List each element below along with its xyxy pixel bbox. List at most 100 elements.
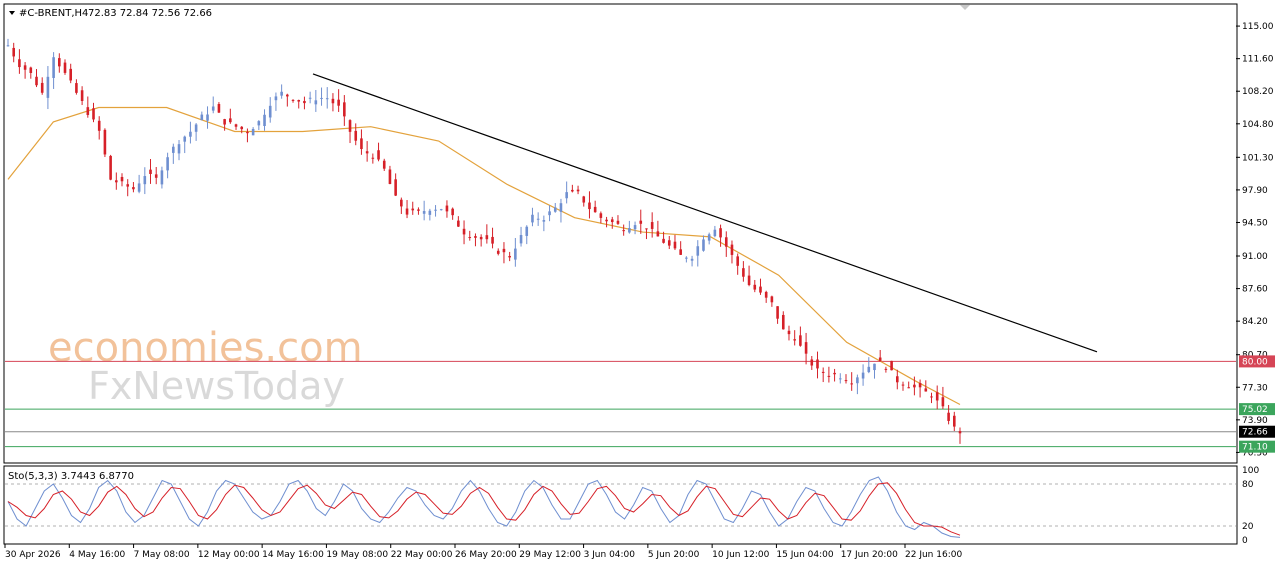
candle-body [833, 372, 836, 375]
y-tick-label: 91.00 [1242, 252, 1268, 262]
candle-body [80, 90, 84, 101]
candle-body [736, 256, 739, 266]
candle-body [713, 229, 717, 237]
candle-body [35, 76, 38, 86]
candle-body [605, 219, 608, 222]
candle-body [257, 121, 261, 126]
y-tick-label: 87.60 [1242, 285, 1268, 295]
x-tick-label: 17 Jun 20:00 [841, 550, 898, 560]
candle-body [599, 213, 603, 218]
price-level-labels: 80.00 75.02 72.66 71.10 [1239, 355, 1275, 453]
candle-body [759, 286, 762, 293]
candle-body [588, 202, 591, 210]
oscillator-label: Sto(5,3,3) 3.7443 6.8770 [8, 471, 134, 482]
candle-body [844, 380, 848, 382]
candle-body [576, 189, 580, 192]
candle-body [770, 296, 774, 303]
candle-body [667, 240, 671, 246]
candle-body [382, 160, 386, 169]
candle-body [348, 120, 352, 132]
x-tick-label: 10 Jun 12:00 [712, 550, 769, 560]
price-panel-frame [3, 3, 1238, 464]
candle-body [211, 106, 215, 111]
candle-body [320, 97, 323, 99]
candle-body [838, 378, 842, 380]
candle-body [63, 62, 67, 73]
y-tick-label: 104.80 [1242, 120, 1274, 130]
candle-body [405, 208, 409, 215]
candle-body [502, 248, 506, 253]
candle-body [166, 157, 169, 171]
oscillator-panel-frame [3, 465, 1238, 545]
x-tick-label: 15 Jun 04:00 [776, 550, 833, 560]
x-tick-label: 29 May 12:00 [519, 550, 581, 560]
candle-body [23, 65, 27, 70]
candle-body [593, 206, 597, 213]
candle-body [52, 57, 55, 78]
trendline[interactable] [312, 73, 1098, 353]
y-tick-label: 115.00 [1242, 22, 1274, 32]
level-label-80.00: 80.00 [1242, 357, 1268, 367]
candle-body [143, 176, 147, 185]
candle-body [918, 383, 922, 388]
candle-body [650, 222, 654, 229]
ohlc-values: 72.83 72.84 72.56 72.66 [88, 8, 212, 19]
candle-body [46, 76, 50, 98]
chart-header: #C-BRENT,H4 72.83 72.84 72.56 72.66 [9, 8, 212, 19]
y-tick-label: 77.30 [1242, 383, 1268, 393]
candle-body [553, 207, 557, 212]
x-tick-label: 7 May 08:00 [134, 550, 190, 560]
candle-body [360, 138, 363, 150]
candle-body [867, 366, 871, 373]
candle-body [388, 169, 392, 184]
candle-body [223, 119, 226, 125]
candle-body [764, 291, 768, 298]
candle-body [525, 226, 529, 236]
candle-body [331, 98, 335, 104]
candle-body [58, 58, 61, 67]
candle-body [656, 231, 660, 237]
candle-body [194, 124, 198, 132]
candle-body [12, 47, 16, 57]
candle-body [742, 268, 745, 277]
candle-body [240, 126, 244, 130]
candle-body [707, 234, 711, 241]
watermark: economies.com FxNewsToday [48, 325, 363, 408]
shift-marker-icon[interactable] [960, 5, 970, 10]
candle-body [913, 384, 916, 388]
level-label-75.02: 75.02 [1242, 405, 1268, 415]
candle-body [451, 208, 454, 216]
candle-body [280, 91, 283, 96]
y-tick-label: 84.20 [1242, 317, 1268, 327]
candle-body [514, 248, 517, 260]
candle-body [234, 124, 238, 127]
y-tick-label: 108.20 [1242, 87, 1274, 97]
moving-average-line [7, 106, 961, 406]
candle-body [827, 375, 831, 377]
x-tick-label: 22 Jun 16:00 [905, 550, 962, 560]
candle-body [18, 59, 21, 68]
candle-body [132, 187, 135, 190]
candle-body [109, 155, 112, 180]
candle-body [468, 237, 472, 239]
candle-body [571, 189, 574, 192]
y-tick-label: 111.60 [1242, 55, 1274, 65]
candle-body [799, 335, 802, 346]
candle-body [303, 100, 306, 104]
candle-body [850, 383, 853, 385]
dropdown-arrow-icon[interactable] [9, 11, 15, 15]
x-tick-label: 4 May 16:00 [69, 550, 125, 560]
candle-body [126, 184, 130, 187]
candle-body [890, 360, 893, 371]
candle-body [947, 412, 950, 421]
candle-body [291, 99, 295, 101]
candle-body [810, 359, 814, 366]
trendline-segment [312, 73, 1098, 353]
candle-body [97, 120, 101, 131]
candle-body [377, 150, 380, 160]
candle-body [645, 228, 648, 230]
candle-body [434, 209, 437, 211]
candle-body [747, 275, 751, 286]
candle-body [137, 183, 141, 192]
